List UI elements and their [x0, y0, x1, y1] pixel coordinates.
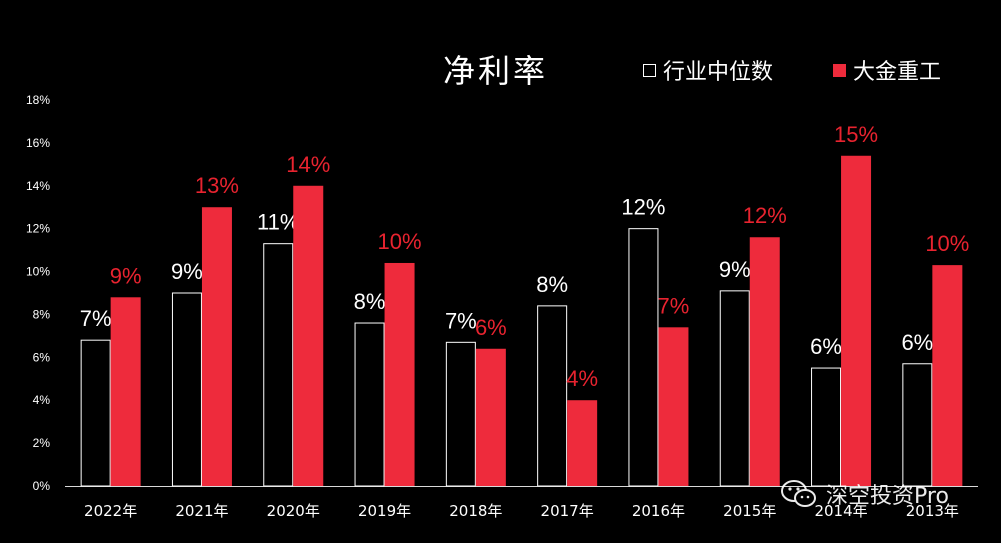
data-label-industry-median: 11% [257, 210, 299, 235]
bar-dajin [201, 207, 232, 486]
y-tick-label: 8% [33, 307, 51, 321]
bar-industry-median [354, 322, 385, 487]
legend-swatch-industry-median [643, 63, 656, 77]
watermark: 深空投资Pro [780, 478, 949, 510]
bar-industry-median [811, 367, 842, 487]
y-tick-label: 14% [26, 179, 50, 193]
bar-dajin [749, 237, 780, 486]
bar-industry-median [263, 243, 294, 487]
bar-dajin [658, 327, 689, 486]
bar-industry-median [80, 339, 111, 487]
data-label-dajin: 15% [834, 122, 878, 147]
data-label-industry-median: 8% [536, 272, 568, 297]
data-label-dajin: 12% [743, 203, 787, 228]
data-label-dajin: 14% [286, 152, 330, 177]
x-tick-label: 2013年 [906, 502, 959, 520]
bar-industry-median [902, 363, 933, 487]
x-tick-label: 2014年 [814, 502, 867, 520]
data-label-industry-median: 7% [80, 306, 112, 331]
y-tick-label: 12% [26, 222, 50, 236]
x-tick-label: 2020年 [267, 502, 320, 520]
y-tick-label: 16% [26, 136, 50, 150]
data-label-industry-median: 12% [621, 195, 665, 220]
wechat-icon [781, 480, 816, 507]
legend-item-dajin: 大金重工 [833, 54, 941, 86]
x-tick-label: 2017年 [541, 502, 594, 520]
data-label-dajin: 9% [110, 263, 142, 288]
data-label-dajin: 4% [566, 366, 598, 391]
legend-label-industry-median: 行业中位数 [663, 60, 774, 85]
x-tick-label: 2015年 [723, 502, 776, 520]
chart-title: 净利率 [443, 52, 549, 90]
bar-industry-median [445, 341, 476, 487]
y-tick-label: 18% [26, 93, 50, 107]
data-label-industry-median: 8% [354, 289, 386, 314]
bar-industry-median [628, 228, 659, 487]
data-label-industry-median: 6% [901, 330, 933, 355]
watermark-text: 深空投资Pro [826, 484, 949, 509]
y-tick-label: 2% [33, 436, 51, 450]
data-label-dajin: 6% [475, 315, 507, 340]
y-tick-label: 4% [33, 393, 51, 407]
legend-item-industry-median: 行业中位数 [643, 54, 773, 86]
x-tick-label: 2021年 [175, 502, 228, 520]
bar-dajin [293, 185, 324, 486]
data-label-dajin: 13% [195, 173, 239, 198]
bar-dajin [932, 265, 963, 486]
data-label-dajin: 10% [925, 231, 969, 256]
bar-industry-median [171, 292, 202, 487]
data-label-industry-median: 6% [810, 334, 842, 359]
x-tick-label: 2016年 [632, 502, 685, 520]
bar-dajin [384, 262, 415, 486]
data-label-industry-median: 7% [445, 308, 477, 333]
bar-dajin [567, 400, 598, 486]
x-tick-label: 2022年 [84, 502, 137, 520]
data-label-dajin: 10% [378, 229, 422, 254]
bar-industry-median [719, 290, 750, 487]
x-tick-label: 2019年 [358, 502, 411, 520]
bar-dajin [841, 155, 872, 486]
bar-dajin [475, 348, 506, 486]
data-label-industry-median: 9% [719, 257, 751, 282]
data-label-dajin: 7% [658, 293, 690, 318]
legend-swatch-dajin [833, 63, 846, 77]
bar-dajin [110, 297, 141, 486]
y-tick-label: 6% [33, 350, 51, 364]
bar-industry-median [537, 305, 568, 487]
data-label-industry-median: 9% [171, 259, 203, 284]
y-tick-label: 10% [26, 265, 50, 279]
legend-label-dajin: 大金重工 [853, 60, 942, 85]
x-tick-label: 2018年 [449, 502, 502, 520]
y-tick-label: 0% [33, 479, 51, 493]
